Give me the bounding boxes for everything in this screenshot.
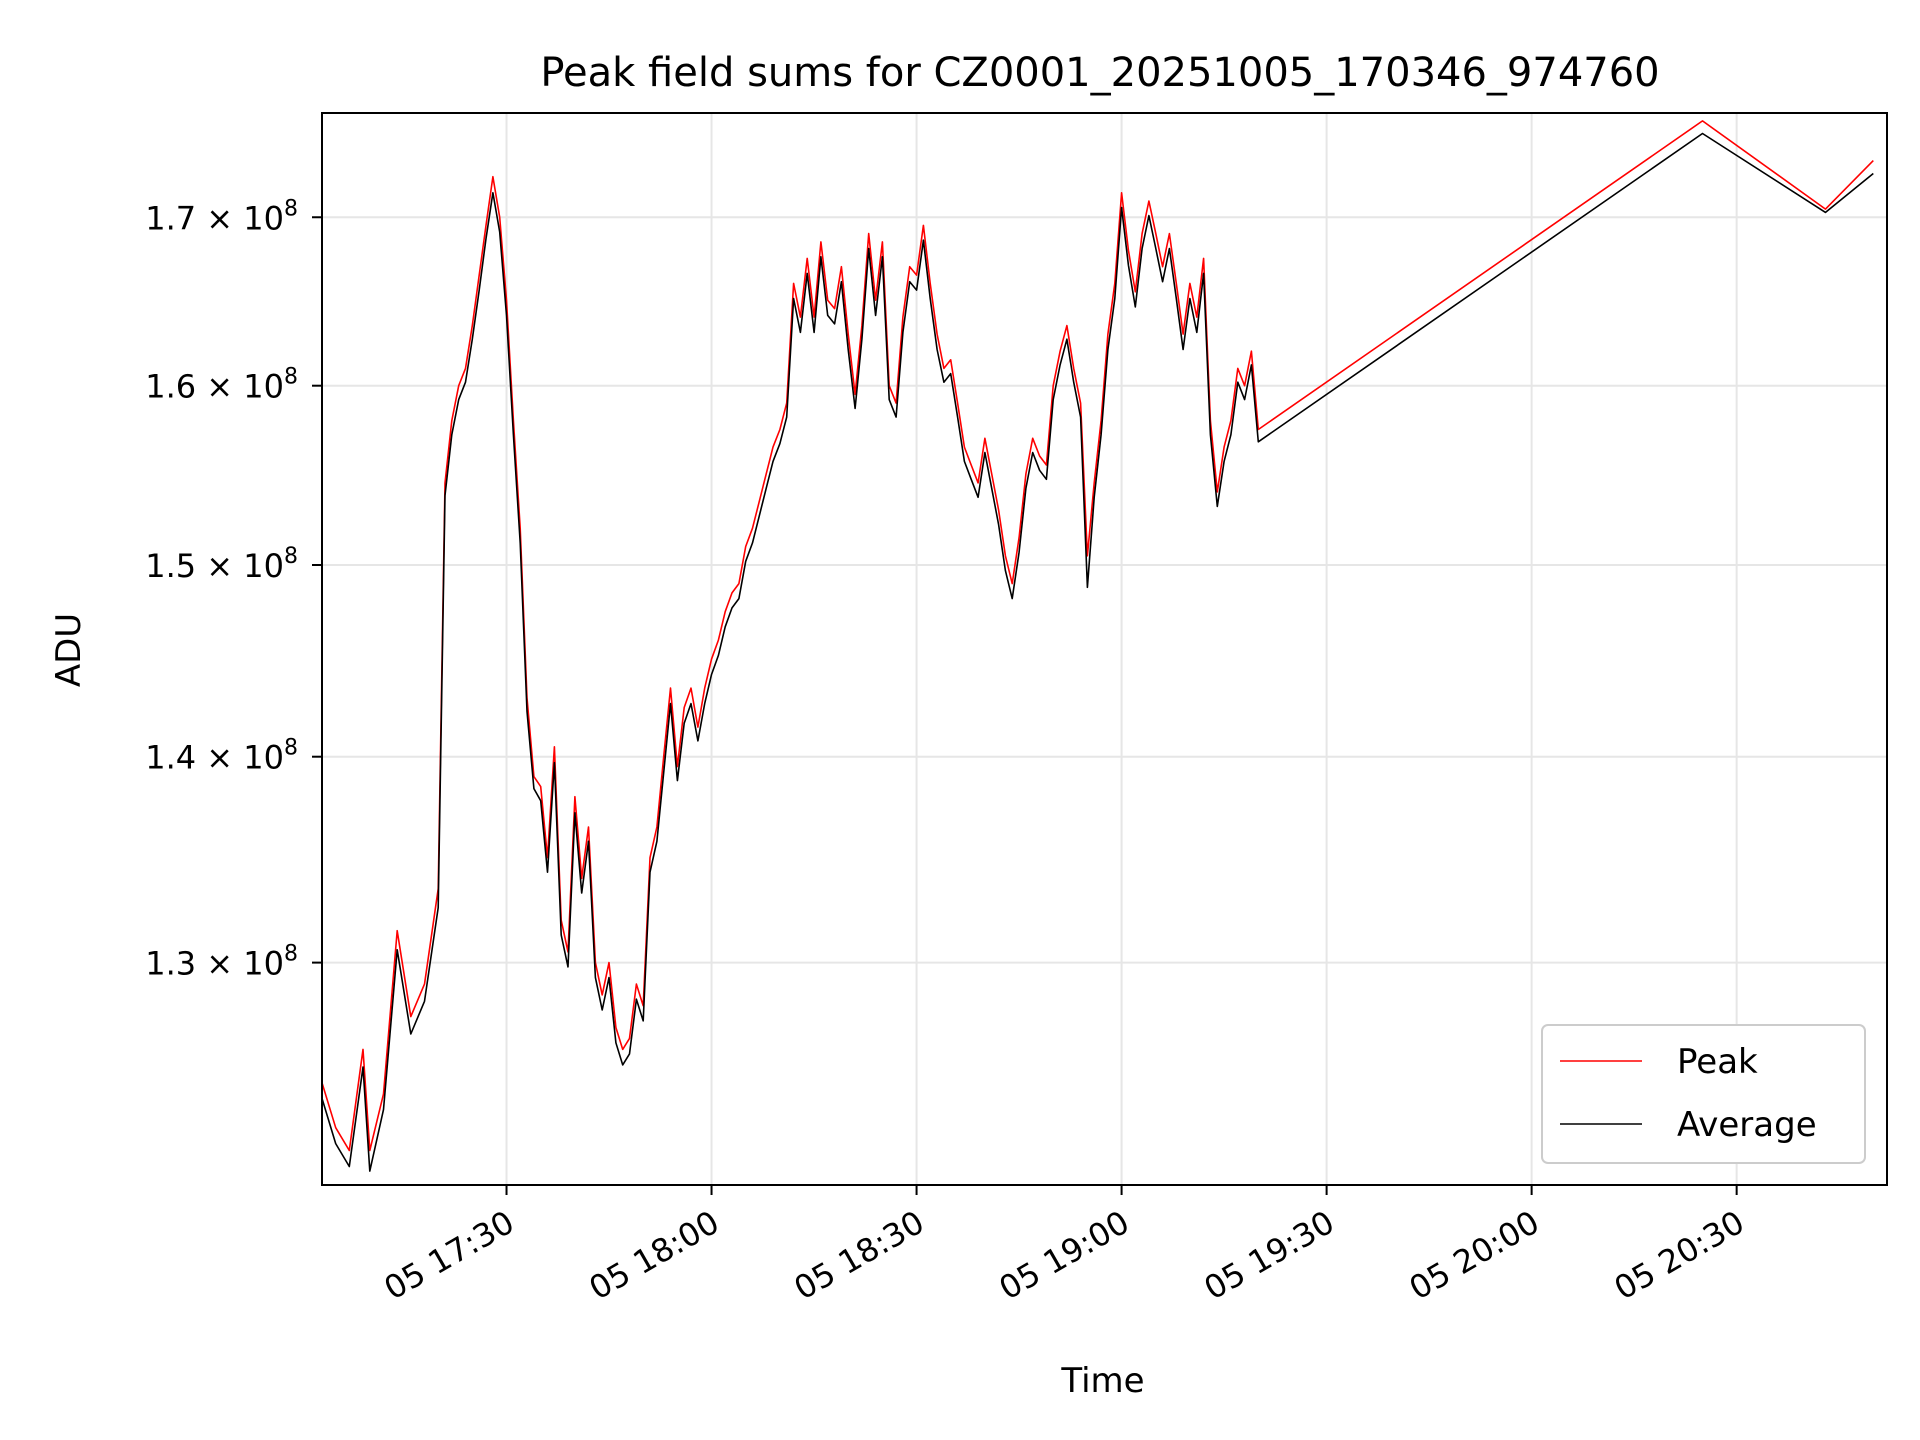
x-tick-label: 05 19:00 (993, 1203, 1136, 1307)
x-tick-label: 05 18:00 (583, 1203, 726, 1307)
x-axis-ticks: 05 17:30 05 18:00 05 18:30 05 19:00 05 19:30… (378, 1185, 1751, 1307)
plot-frame (321, 112, 1888, 1186)
grid-lines (322, 113, 1887, 1185)
y-tick-label: 1.5 × 108 (145, 544, 298, 585)
x-tick-label: 05 17:30 (378, 1203, 521, 1307)
plot-series (322, 120, 1874, 1172)
legend-label-peak: Peak (1677, 1042, 1758, 1082)
y-tick-label: 1.4 × 108 (145, 736, 298, 777)
y-tick-label: 1.6 × 108 (145, 365, 298, 406)
y-tick-label: 1.7 × 108 (145, 196, 298, 237)
x-tick-label: 05 19:30 (1198, 1203, 1341, 1307)
y-axis-ticks: 1.3 × 108 1.4 × 108 1.5 × 108 1.6 × 108 1.7 … (145, 196, 322, 983)
x-tick-label: 05 18:30 (788, 1203, 931, 1307)
x-tick-label: 05 20:30 (1608, 1203, 1751, 1307)
legend: Peak Average (1541, 1024, 1866, 1164)
y-tick-label: 1.3 × 108 (145, 942, 298, 983)
chart-title: Peak field sums for CZ0001_20251005_1703… (540, 50, 1659, 96)
series-line-average (322, 132, 1874, 1172)
series-line-peak (322, 120, 1874, 1152)
x-axis-label: Time (1060, 1361, 1144, 1401)
y-axis-label: ADU (49, 613, 89, 687)
legend-label-average: Average (1677, 1105, 1817, 1145)
x-tick-label: 05 20:00 (1403, 1203, 1546, 1307)
legend-box (1541, 1024, 1866, 1164)
